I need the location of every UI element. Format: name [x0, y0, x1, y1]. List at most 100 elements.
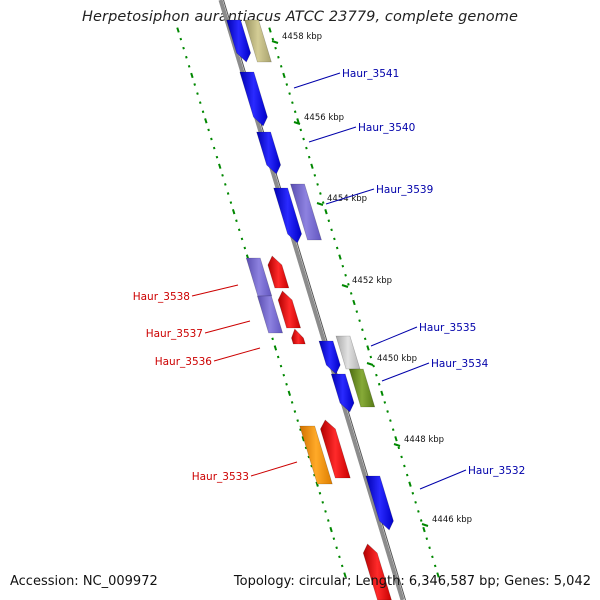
inner-tick-mark	[185, 55, 188, 59]
outer-tick-mark	[316, 183, 319, 186]
inner-tick-mark	[310, 464, 313, 468]
inner-tick-mark	[285, 382, 288, 386]
gene-label-leader	[325, 188, 375, 205]
outer-tick-mark	[405, 473, 409, 477]
outer-tick-mark	[361, 328, 364, 332]
inner-tick-mark	[204, 118, 208, 124]
outer-tick-mark	[338, 254, 342, 260]
gene-arrow-reverse	[291, 328, 306, 345]
outer-tick-mark	[288, 92, 291, 95]
outer-tick-mark	[372, 364, 375, 368]
inner-tick-mark	[299, 428, 302, 432]
inner-tick-mark	[324, 510, 327, 513]
gene-label: Haur_3536	[155, 356, 213, 368]
outer-tick-mark	[344, 273, 347, 277]
inner-tick-mark	[235, 219, 238, 223]
gene-arrow-purple	[245, 257, 273, 297]
gene-label-leader	[213, 347, 261, 362]
outer-tick-mark	[425, 537, 429, 541]
outer-tick-mark	[333, 237, 336, 241]
inner-tick-mark	[231, 208, 236, 215]
outer-tick-mark	[428, 546, 431, 550]
outer-tick-mark	[285, 83, 289, 86]
gene-arrow-forward	[273, 187, 302, 244]
gene-arrow-forward	[239, 71, 268, 127]
inner-tick-mark	[296, 419, 299, 422]
gene-arrow-forward	[318, 340, 341, 375]
outer-tick-mark	[386, 410, 389, 413]
outer-tick-mark	[324, 208, 328, 215]
scale-tick-mark	[421, 523, 429, 527]
outer-tick-mark	[366, 345, 370, 351]
outer-tick-mark	[319, 192, 322, 195]
genome-summary-text: Topology: circular; Length: 6,346,587 bp…	[233, 574, 591, 589]
outer-tick-mark	[436, 572, 440, 578]
outer-tick-mark	[296, 118, 300, 124]
outer-tick-mark	[347, 282, 350, 286]
scale-tick-mark	[271, 40, 279, 44]
outer-tick-mark	[335, 246, 339, 250]
inner-tick-mark	[212, 146, 216, 150]
outer-tick-mark	[313, 173, 317, 177]
gene-label: Haur_3540	[358, 122, 415, 134]
outer-tick-mark	[349, 292, 353, 295]
gene-arrow-reverse	[277, 290, 302, 329]
gene-label: Haur_3534	[431, 358, 489, 370]
inner-tick-mark	[187, 64, 191, 68]
inner-tick-mark	[304, 446, 308, 450]
scale-tick-label: 4458 kbp	[282, 32, 322, 42]
inner-tick-mark	[226, 192, 230, 195]
gene-arrow-green	[348, 368, 376, 408]
outer-tick-mark	[274, 46, 277, 50]
gene-label: Haur_3533	[192, 471, 249, 483]
gene-arrow-orange	[299, 425, 333, 485]
outer-tick-mark	[400, 455, 403, 459]
outer-tick-mark	[271, 37, 275, 41]
inner-tick-mark	[338, 555, 341, 559]
outer-tick-mark	[431, 555, 434, 559]
scale-tick-label: 4456 kbp	[304, 113, 344, 123]
inner-tick-mark	[332, 537, 336, 541]
gene-label: Haur_3532	[468, 465, 525, 477]
inner-tick-mark	[321, 500, 325, 504]
outer-tick-mark	[394, 436, 398, 442]
outer-tick-mark	[422, 526, 426, 533]
gene-label: Haur_3541	[342, 68, 399, 80]
gene-arrow-purple	[290, 183, 322, 241]
outer-tick-mark	[299, 128, 303, 132]
gene-label-leader	[308, 126, 357, 143]
scale-tick-label: 4452 kbp	[352, 276, 392, 286]
inner-tick-mark	[179, 37, 183, 41]
outer-tick-mark	[369, 355, 373, 359]
scale-tick-mark	[316, 202, 324, 206]
gene-arrow-reverse	[267, 255, 290, 289]
outer-tick-mark	[397, 446, 401, 450]
inner-tick-mark	[207, 128, 210, 132]
inner-tick-mark	[218, 163, 222, 169]
outer-tick-mark	[414, 500, 417, 504]
inner-tick-mark	[343, 572, 347, 578]
label-layer: Haur_3541 Haur_3540 Haur_3539 Haur_3538 Haur…	[133, 68, 525, 490]
inner-tick-mark	[301, 436, 305, 442]
inner-tick-mark	[273, 345, 278, 351]
inner-tick-mark	[287, 390, 292, 397]
gene-label-leader	[250, 461, 298, 477]
scale-tick-label: 4446 kbp	[432, 515, 472, 525]
inner-tick-mark	[271, 337, 274, 341]
outer-tick-mark	[277, 55, 280, 59]
inner-tick-mark	[276, 355, 280, 359]
outer-tick-mark	[363, 337, 367, 341]
outer-tick-mark	[417, 510, 420, 513]
inner-tick-mark	[182, 46, 185, 50]
outer-tick-mark	[380, 390, 384, 397]
scale-tick-mark	[393, 443, 401, 447]
outer-tick-mark	[391, 428, 395, 432]
outer-tick-mark	[419, 519, 423, 522]
inner-tick-mark	[193, 83, 196, 86]
outer-tick-mark	[293, 110, 297, 114]
gene-arrow-reverse	[362, 543, 392, 600]
outer-tick-mark	[433, 564, 437, 568]
gene-arrow-purple	[256, 295, 284, 334]
inner-tick-mark	[224, 183, 227, 186]
gene-arrow-forward	[365, 475, 394, 531]
